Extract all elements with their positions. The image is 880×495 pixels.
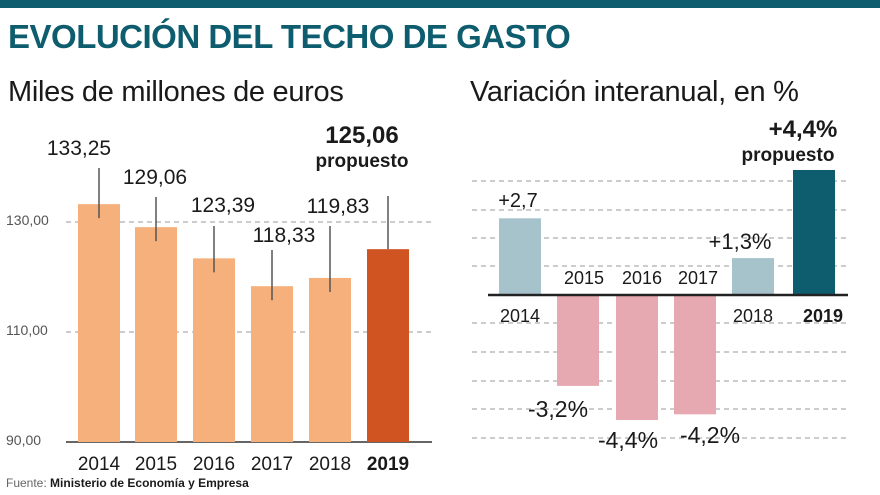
- data-label: 129,06: [123, 166, 187, 189]
- data-label: -4,2%: [680, 422, 740, 448]
- data-label: 123,39: [191, 194, 255, 217]
- data-label: 119,83: [307, 195, 370, 218]
- data-label: 133,25: [47, 137, 111, 160]
- bar: [674, 295, 716, 415]
- bar: [732, 258, 774, 295]
- bar: [499, 218, 541, 295]
- source-text: Ministerio de Economía y Empresa: [50, 476, 249, 490]
- bar: [251, 286, 293, 442]
- y-tick-label: 110,00: [6, 322, 48, 338]
- left-chart-subtitle: Miles de millones de euros: [8, 76, 344, 108]
- x-tick-label: 2015: [135, 454, 177, 475]
- x-tick-label: 2017: [678, 268, 718, 288]
- right-bar-chart: 2014 +2,7 2015 -3,2% 2016 -4,4% 2017 -4,2% 2018 +…: [472, 116, 850, 453]
- bar: [616, 295, 658, 420]
- x-tick-label: 2016: [193, 454, 235, 475]
- data-label: 118,33: [253, 224, 316, 247]
- highlight-note: propuesto: [742, 145, 835, 166]
- x-tick-label: 2017: [251, 454, 293, 475]
- bar: [557, 295, 599, 386]
- right-chart-subtitle: Variación interanual, en %: [470, 76, 799, 108]
- data-label: -4,4%: [598, 427, 658, 453]
- bar: [367, 249, 409, 442]
- bar: [135, 227, 177, 442]
- data-label: +2,7: [498, 190, 537, 212]
- data-label: 125,06: [325, 122, 398, 149]
- x-tick-label: 2018: [733, 306, 773, 326]
- source-label: Fuente:: [6, 476, 47, 490]
- x-tick-label: 2019: [803, 306, 843, 326]
- bar: [193, 258, 235, 442]
- x-tick-label: 2014: [500, 306, 540, 326]
- x-tick-label: 2018: [309, 454, 351, 475]
- bar: [78, 204, 120, 442]
- x-tick-label: 2016: [622, 268, 662, 288]
- x-tick-label: 2019: [367, 454, 409, 475]
- top-accent-bar: [0, 0, 880, 8]
- y-tick-label: 90,00: [6, 432, 41, 448]
- highlight-note: propuesto: [316, 151, 409, 172]
- source-note: Fuente: Ministerio de Economía y Empresa: [6, 476, 249, 490]
- x-tick-label: 2015: [564, 268, 604, 288]
- bar: [309, 277, 351, 442]
- y-tick-label: 130,00: [6, 212, 49, 228]
- data-label: +4,4%: [769, 116, 838, 143]
- x-tick-label: 2014: [78, 454, 121, 475]
- data-label: -3,2%: [528, 396, 588, 422]
- data-label: +1,3%: [709, 229, 772, 254]
- bar: [793, 170, 835, 295]
- left-bar-chart: 90,00 110,00 130,00 2014 133,25 2015 129,06 201…: [6, 122, 432, 475]
- page-title: EVOLUCIÓN DEL TECHO DE GASTO: [8, 18, 571, 55]
